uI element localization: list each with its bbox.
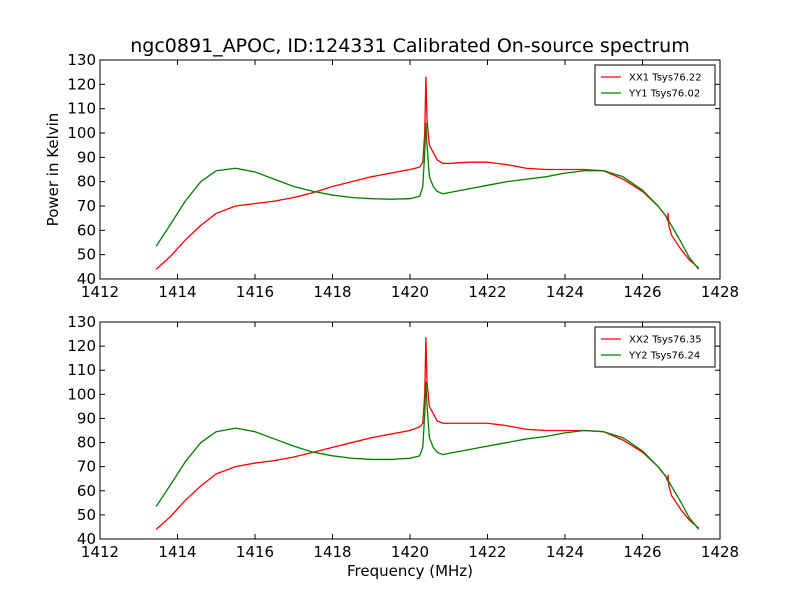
y-tick-label: 90	[77, 409, 96, 427]
y-axis-label: Power in Kelvin	[44, 113, 62, 227]
y-tick-label: 40	[77, 530, 96, 548]
x-tick-label: 1418	[313, 543, 351, 561]
plot-panel-2: 1412 1414 1416 1418 1420 1422 1424 1426 1428 40 50…	[67, 313, 739, 580]
y-tick-label: 130	[67, 313, 96, 331]
x-tick-label: 1414	[158, 283, 196, 301]
y-tick-label: 80	[77, 173, 96, 191]
x-tick-label: 1424	[546, 543, 584, 561]
x-tick-label: 1412	[81, 283, 119, 301]
y-tick-label: 40	[77, 270, 96, 288]
x-tick-label: 1426	[623, 543, 661, 561]
y-tick-label: 80	[77, 434, 96, 452]
chart-title: ngc0891_APOC, ID:124331 Calibrated On-so…	[130, 35, 689, 57]
x-tick-label: 1420	[391, 543, 429, 561]
legend-label: YY1 Tsys76.02	[628, 89, 700, 100]
x-tick-label: 1426	[623, 283, 661, 301]
x-tick-label: 1420	[391, 283, 429, 301]
y-tick-label: 120	[67, 337, 96, 355]
x-tick-label: 1414	[158, 543, 196, 561]
x-axis-label: Frequency (MHz)	[347, 562, 473, 580]
plot-panel-1: 1412 1414 1416 1418 1420 1422 1424 1426 1428 40 50…	[44, 35, 739, 301]
legend-label: XX1 Tsys76.22	[629, 73, 702, 84]
legend: XX1 Tsys76.22 YY1 Tsys76.02	[594, 64, 716, 106]
y-tick-label: 70	[77, 458, 96, 476]
y-tick-label: 60	[77, 482, 96, 500]
y-tick-label: 50	[77, 246, 96, 264]
legend-box	[594, 64, 716, 106]
legend: XX2 Tsys76.35 YY2 Tsys76.24	[594, 326, 716, 368]
x-tick-label: 1422	[468, 283, 506, 301]
x-tick-label: 1412	[81, 543, 119, 561]
legend-label: YY2 Tsys76.24	[628, 351, 700, 362]
y-tick-label: 100	[67, 124, 96, 142]
y-tick-label: 100	[67, 385, 96, 403]
y-tick-label: 110	[67, 361, 96, 379]
y-tick-label: 120	[67, 75, 96, 93]
x-tick-label: 1418	[313, 283, 351, 301]
y-tick-label: 70	[77, 197, 96, 215]
x-tick-label: 1424	[546, 283, 584, 301]
y-tick-label: 110	[67, 100, 96, 118]
y-tick-label: 50	[77, 506, 96, 524]
x-tick-label: 1416	[236, 283, 274, 301]
x-tick-label: 1428	[701, 543, 739, 561]
legend-label: XX2 Tsys76.35	[629, 335, 702, 346]
series-line-2-2	[155, 381, 700, 530]
y-tick-label: 60	[77, 221, 96, 239]
x-tick-label: 1422	[468, 543, 506, 561]
y-tick-label: 130	[67, 51, 96, 69]
legend-box	[594, 326, 716, 368]
series-line-1-2	[155, 122, 700, 270]
y-tick-label: 90	[77, 148, 96, 166]
x-tick-label: 1416	[236, 543, 274, 561]
x-tick-label: 1428	[701, 283, 739, 301]
